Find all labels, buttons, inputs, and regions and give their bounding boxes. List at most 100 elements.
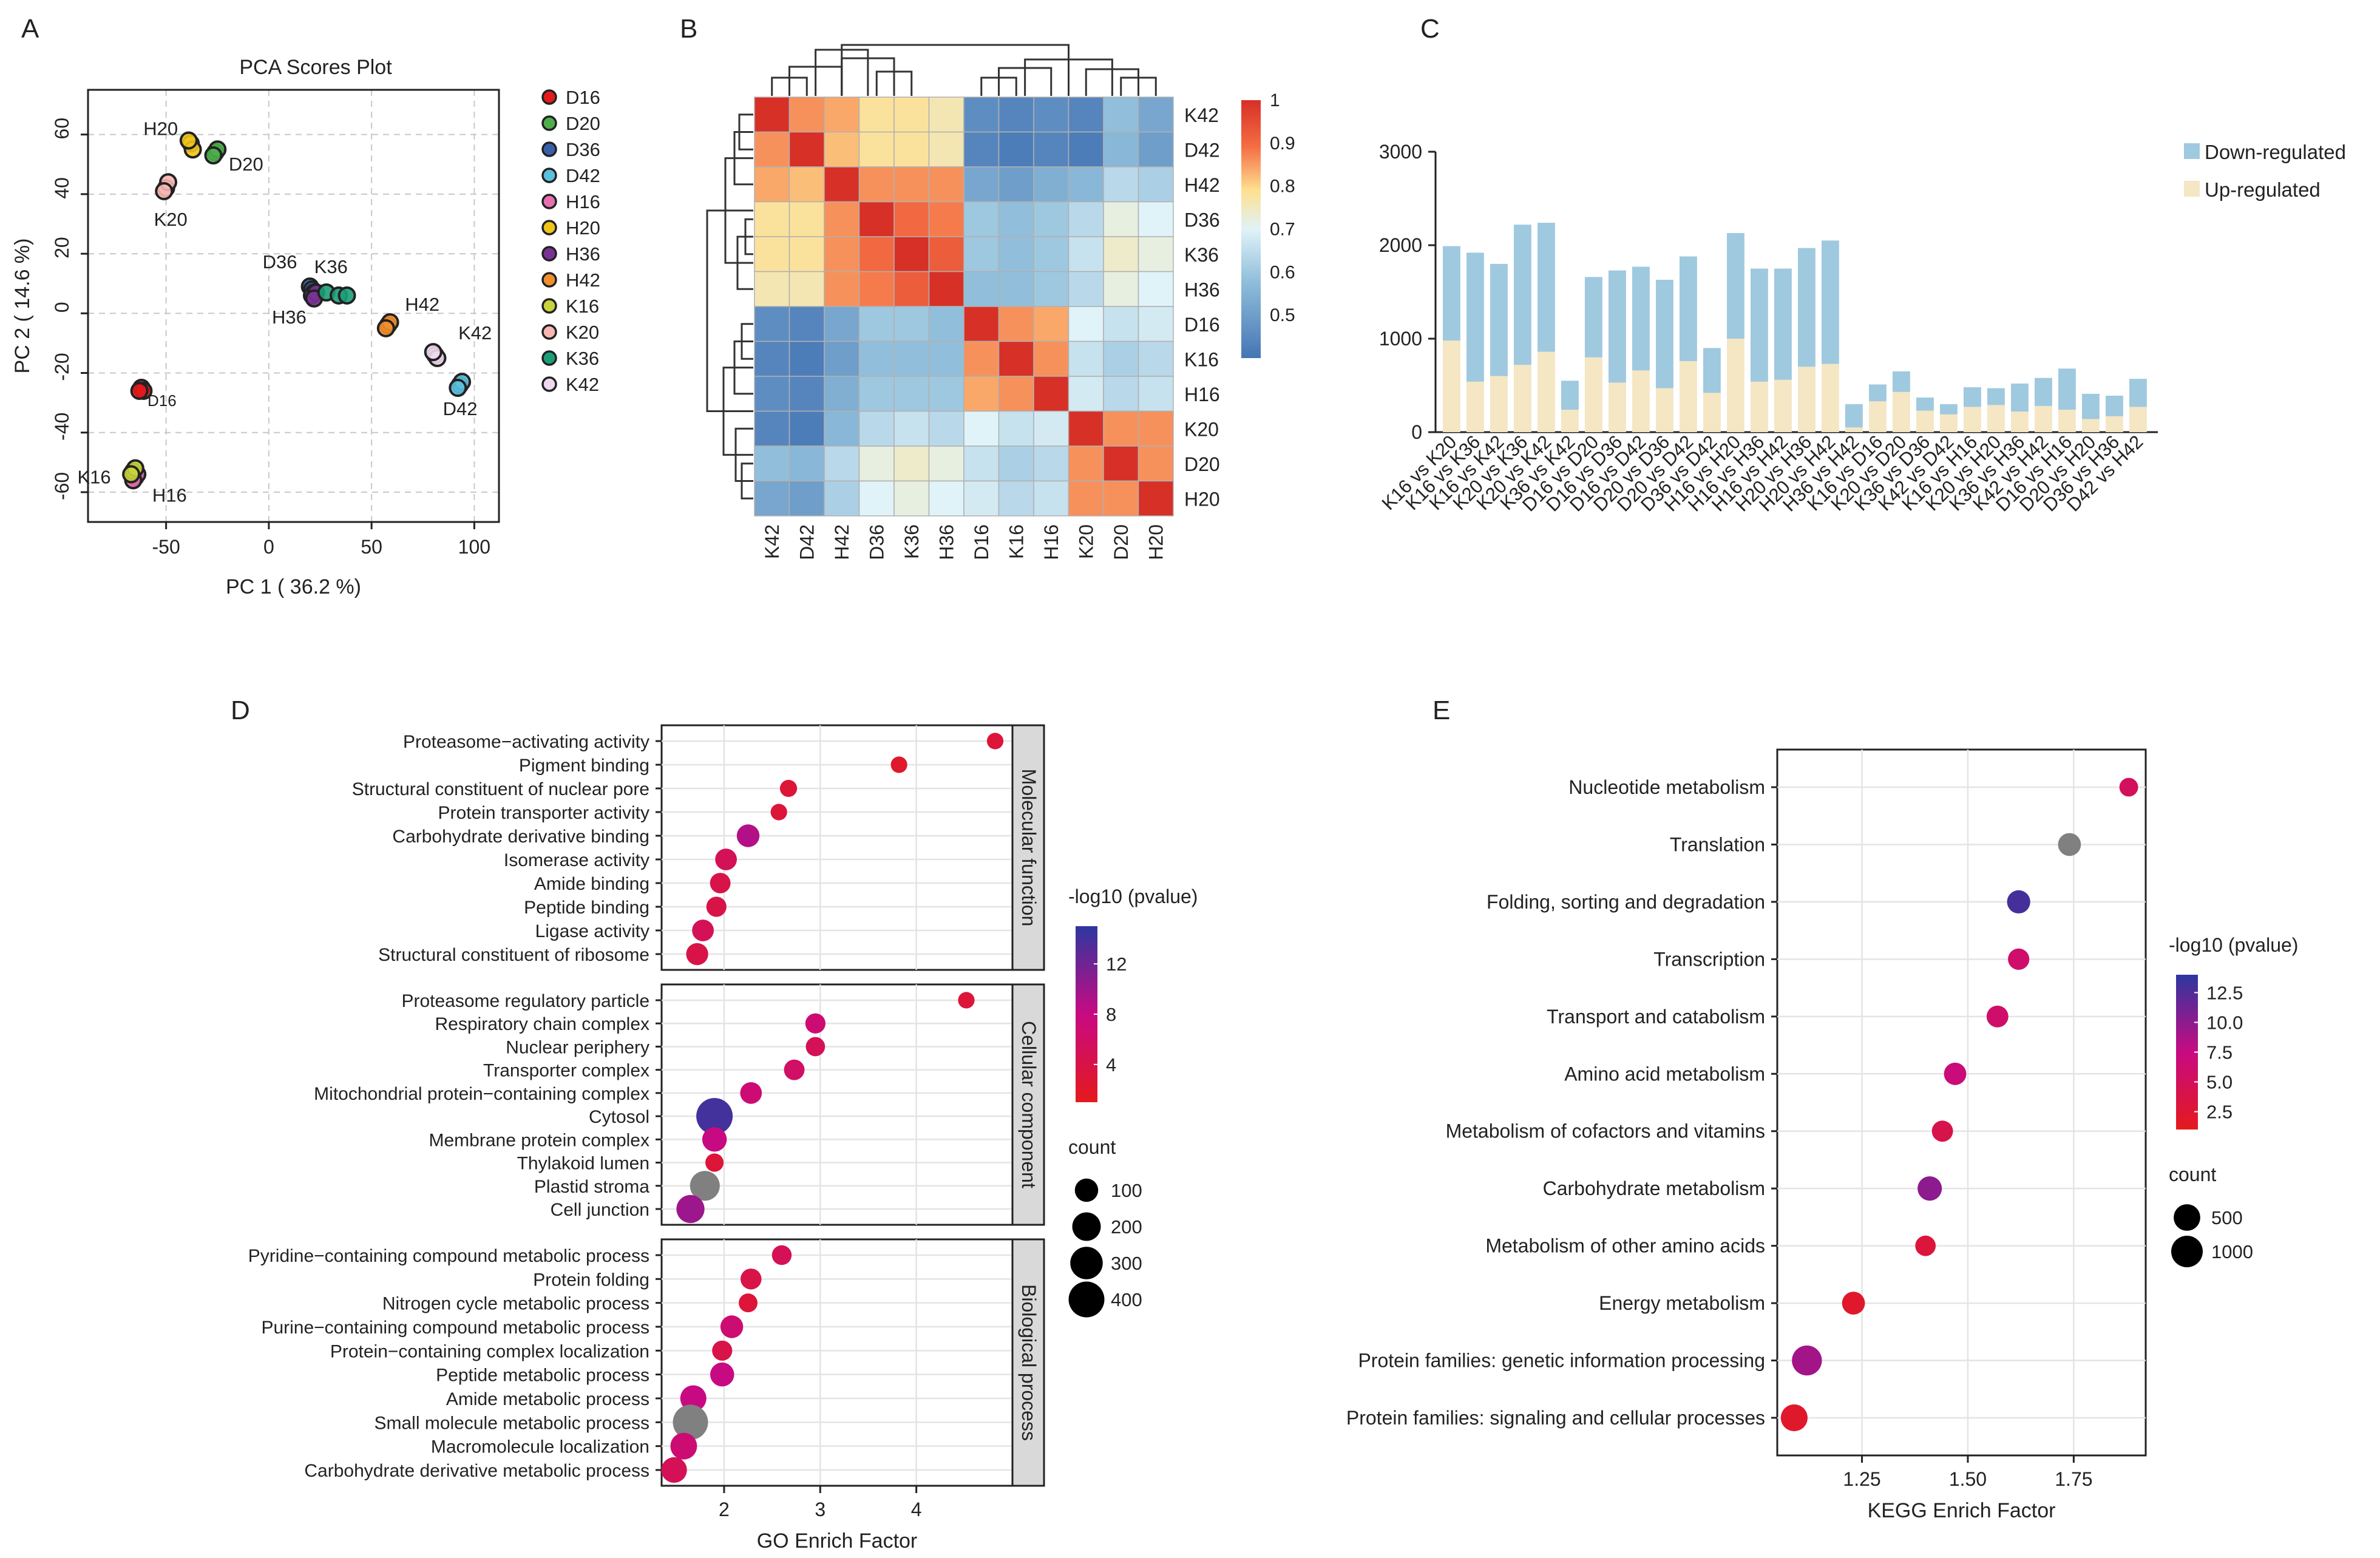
dot-term-label: Amide metabolic process bbox=[446, 1389, 649, 1409]
heatmap-cell bbox=[858, 410, 895, 447]
bar-segment-down bbox=[1774, 268, 1792, 380]
bar-segment-up bbox=[1964, 407, 1981, 432]
pca-ytick-label: -40 bbox=[51, 413, 73, 441]
bar-segment-down bbox=[1514, 225, 1531, 365]
bar-segment-up bbox=[1893, 391, 1910, 432]
dot-term-label: Transporter complex bbox=[483, 1061, 649, 1081]
dot-marker bbox=[771, 1245, 792, 1265]
pca-ytick-label: 20 bbox=[51, 237, 73, 259]
pca-point-label: D20 bbox=[229, 154, 263, 175]
bar-segment-up bbox=[1798, 367, 1816, 432]
heatmap-cell bbox=[998, 445, 1034, 482]
bar-segment-up bbox=[1656, 388, 1673, 432]
pca-legend-swatch bbox=[541, 194, 557, 209]
dot-term-label: Metabolism of cofactors and vitamins bbox=[1446, 1120, 1765, 1142]
heatmap-cell bbox=[998, 340, 1034, 377]
dot-term-label: Protein−containing complex localization bbox=[330, 1341, 649, 1361]
pca-point-h20 bbox=[179, 131, 198, 150]
heatmap-col-label: H20 bbox=[1145, 524, 1167, 560]
dot-term-label: Protein transporter activity bbox=[438, 803, 649, 823]
heatmap-cell bbox=[824, 201, 860, 237]
bar-segment-down bbox=[1916, 398, 1934, 411]
bar-segment-down bbox=[1751, 268, 1768, 382]
heatmap-cell bbox=[754, 97, 790, 133]
heatmap-col-label: K16 bbox=[1005, 524, 1027, 559]
panel-label-b: B bbox=[680, 14, 697, 44]
heatmap-cell bbox=[754, 480, 790, 517]
heatmap-cell bbox=[928, 131, 965, 168]
heatmap-cell bbox=[824, 271, 860, 307]
heatmap-cell bbox=[858, 271, 895, 307]
heatmap-cell bbox=[754, 340, 790, 377]
heatmap-cell bbox=[1137, 97, 1174, 133]
dot-color-legend-title: -log10 (pvalue) bbox=[2169, 934, 2298, 956]
pca-point-label: K36 bbox=[314, 256, 348, 277]
dot-marker bbox=[1986, 1005, 2009, 1028]
heatmap-cell bbox=[963, 97, 1000, 133]
dot-term-label: Carbohydrate derivative binding bbox=[392, 827, 649, 847]
pca-point-k16 bbox=[122, 465, 141, 484]
dot-marker bbox=[986, 733, 1004, 750]
dot-term-label: Metabolism of other amino acids bbox=[1485, 1235, 1765, 1257]
heatmap-cell bbox=[1137, 271, 1174, 307]
heatmap-cell bbox=[928, 480, 965, 517]
dot-marker bbox=[712, 1340, 733, 1361]
heatmap-cell bbox=[1103, 340, 1139, 377]
dot-size-legend-label: 200 bbox=[1111, 1216, 1142, 1238]
heatmap-cell bbox=[963, 236, 1000, 273]
dot-marker bbox=[2007, 890, 2030, 914]
heatmap-cell bbox=[893, 97, 930, 133]
heatmap-cell bbox=[998, 410, 1034, 447]
pca-legend-label: H16 bbox=[566, 191, 600, 212]
dot-colorbar-label: 12.5 bbox=[2206, 982, 2243, 1003]
bar-segment-down bbox=[1538, 223, 1555, 352]
pca-legend-label: K16 bbox=[566, 296, 599, 317]
pca-legend-label: K42 bbox=[566, 374, 599, 395]
pca-ytick-label: 0 bbox=[51, 302, 73, 313]
dot-size-legend-title: count bbox=[2169, 1163, 2216, 1185]
dot-marker bbox=[1842, 1292, 1865, 1315]
bar-segment-down bbox=[2011, 383, 2029, 412]
dot-term-label: Carbohydrate metabolism bbox=[1543, 1177, 1765, 1199]
dot-size-legend-label: 100 bbox=[1111, 1180, 1142, 1201]
heatmap-cell bbox=[858, 445, 895, 482]
heatmap-cell bbox=[788, 410, 825, 447]
pca-point-label: H16 bbox=[152, 484, 187, 506]
bar-segment-down bbox=[2058, 368, 2076, 410]
heatmap-cell bbox=[963, 131, 1000, 168]
heatmap-cell bbox=[1137, 410, 1174, 447]
heatmap-cell bbox=[1103, 306, 1139, 342]
dot-term-label: Folding, sorting and degradation bbox=[1487, 891, 1765, 913]
dot-term-label: Transport and catabolism bbox=[1547, 1006, 1765, 1028]
bar-segment-down bbox=[1632, 266, 1650, 371]
heatmap-cell bbox=[858, 131, 895, 168]
heatmap-col-label: D16 bbox=[971, 524, 992, 560]
heatmap-colorbar-tick: 0.9 bbox=[1270, 134, 1295, 154]
heatmap-cell bbox=[1137, 131, 1174, 168]
heatmap-cell bbox=[963, 306, 1000, 342]
dot-xtick-label: 1.25 bbox=[1843, 1468, 1880, 1490]
bar-segment-up bbox=[1727, 339, 1744, 432]
dot-xtick-label: 1.50 bbox=[1949, 1468, 1987, 1490]
heatmap-cell bbox=[824, 131, 860, 168]
bar-legend-swatch bbox=[2184, 181, 2200, 197]
pca-legend-swatch bbox=[541, 89, 557, 105]
dot-facet-strip bbox=[1011, 1238, 1045, 1487]
pca-legend-swatch bbox=[541, 324, 557, 340]
heatmap-cell bbox=[928, 376, 965, 412]
pca-point-d20 bbox=[204, 146, 223, 165]
pca-point-label: D36 bbox=[263, 251, 297, 273]
dot-marker bbox=[958, 992, 975, 1009]
dot-term-label: Nitrogen cycle metabolic process bbox=[382, 1294, 649, 1314]
heatmap-col-label: H36 bbox=[935, 524, 957, 560]
heatmap-cell bbox=[1103, 376, 1139, 412]
pca-point-k20 bbox=[155, 181, 174, 200]
heatmap-cell bbox=[1033, 166, 1070, 203]
dot-term-label: Structural constituent of ribosome bbox=[378, 945, 649, 965]
heatmap-cell bbox=[928, 166, 965, 203]
bar-segment-down bbox=[2035, 378, 2052, 406]
dot-colorbar-label: 2.5 bbox=[2206, 1102, 2233, 1123]
heatmap-cell bbox=[963, 445, 1000, 482]
heatmap-cell bbox=[754, 306, 790, 342]
